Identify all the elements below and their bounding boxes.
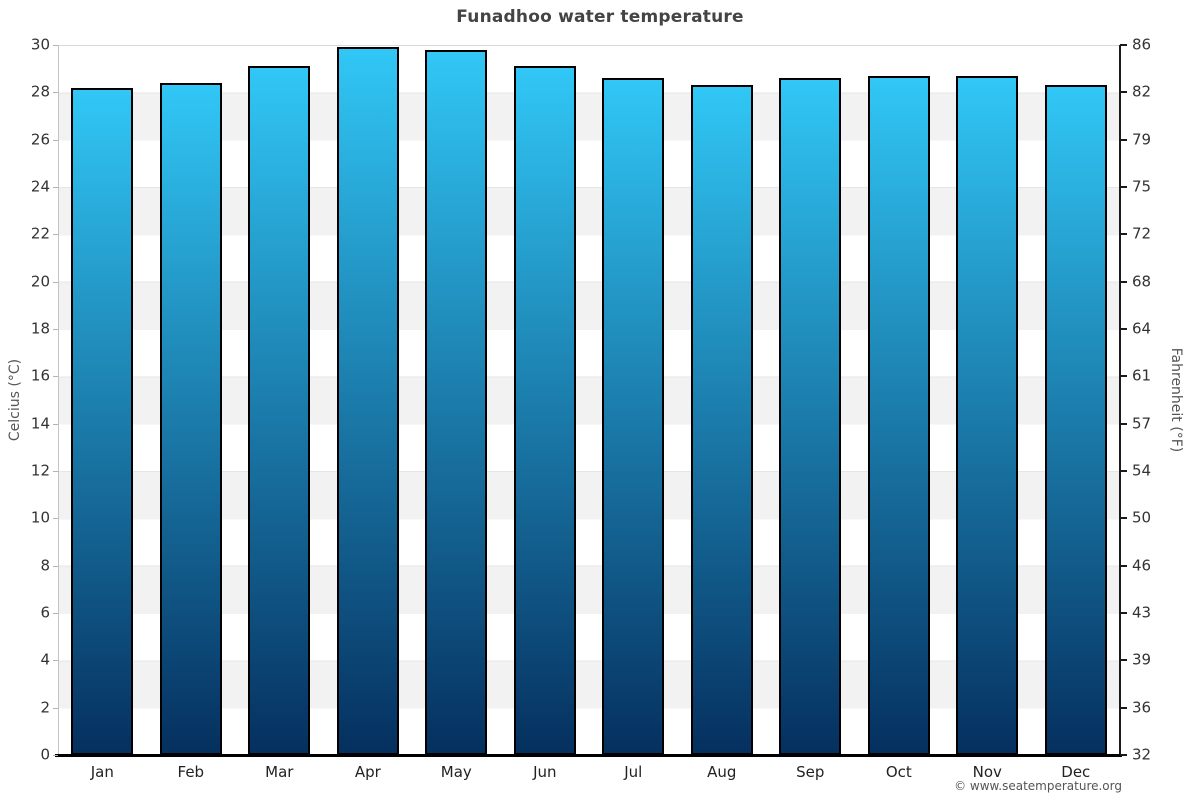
month-label-oct: Oct xyxy=(885,763,912,781)
fahrenheit-tickmark xyxy=(1120,91,1127,94)
month-label-nov: Nov xyxy=(972,763,1002,781)
y-axis-right-line xyxy=(1119,45,1121,757)
fahrenheit-tick-36: 36 xyxy=(1132,698,1152,717)
celsius-tickmark xyxy=(53,471,58,472)
copyright-watermark: © www.seatemperature.org xyxy=(954,779,1122,793)
bar-apr[interactable] xyxy=(336,47,399,755)
month-label-jul: Jul xyxy=(624,763,643,781)
fahrenheit-tickmark xyxy=(1120,754,1127,756)
bar-jul[interactable] xyxy=(602,78,665,755)
fahrenheit-tickmark xyxy=(1120,659,1127,662)
celsius-tick-0: 0 xyxy=(40,745,50,764)
month-label-jun: Jun xyxy=(533,763,557,781)
fahrenheit-tick-82: 82 xyxy=(1132,82,1152,101)
fahrenheit-tick-86: 86 xyxy=(1132,35,1152,54)
fahrenheit-tickmark xyxy=(1120,706,1127,709)
celsius-tickmark xyxy=(53,92,58,94)
celsius-tickmark xyxy=(53,281,58,283)
fahrenheit-tick-43: 43 xyxy=(1132,603,1152,622)
fahrenheit-tick-79: 79 xyxy=(1132,130,1152,149)
fahrenheit-tick-75: 75 xyxy=(1132,177,1152,196)
celsius-tickmark xyxy=(53,755,58,756)
fahrenheit-tickmark xyxy=(1120,375,1127,378)
month-label-may: May xyxy=(440,763,472,781)
fahrenheit-tick-61: 61 xyxy=(1132,366,1152,385)
fahrenheit-tickmark xyxy=(1120,186,1127,188)
celsius-tickmark xyxy=(53,613,58,614)
bar-may[interactable] xyxy=(425,49,488,755)
bar-nov[interactable] xyxy=(956,75,1019,755)
month-label-jan: Jan xyxy=(90,763,114,781)
celsius-tick-12: 12 xyxy=(30,461,50,480)
x-axis-baseline xyxy=(55,754,1122,757)
bar-feb[interactable] xyxy=(159,82,222,755)
celsius-tick-30: 30 xyxy=(30,35,50,54)
celsius-tick-10: 10 xyxy=(30,508,50,527)
fahrenheit-tickmark xyxy=(1120,517,1127,520)
bar-mar[interactable] xyxy=(248,66,311,755)
bar-oct[interactable] xyxy=(867,75,930,755)
fahrenheit-tick-54: 54 xyxy=(1132,461,1152,480)
celsius-tickmark xyxy=(53,45,58,46)
celsius-tick-2: 2 xyxy=(40,698,50,717)
bar-dec[interactable] xyxy=(1044,85,1107,755)
celsius-tick-6: 6 xyxy=(40,603,50,622)
month-label-dec: Dec xyxy=(1061,763,1091,781)
celsius-tickmark xyxy=(53,376,58,378)
celsius-tick-28: 28 xyxy=(30,82,50,101)
fahrenheit-tickmark xyxy=(1120,138,1127,141)
celsius-tick-16: 16 xyxy=(30,366,50,385)
bar-sep[interactable] xyxy=(779,78,842,755)
celsius-tickmark xyxy=(53,518,58,520)
fahrenheit-tickmark xyxy=(1120,612,1127,614)
celsius-tickmark xyxy=(53,187,58,188)
bar-aug[interactable] xyxy=(690,85,753,755)
celsius-tick-18: 18 xyxy=(30,319,50,338)
month-label-apr: Apr xyxy=(354,763,381,781)
celsius-tickmark xyxy=(53,234,58,236)
celsius-tickmark xyxy=(53,707,58,709)
month-label-feb: Feb xyxy=(177,763,205,781)
celsius-tick-20: 20 xyxy=(30,272,50,291)
celsius-tickmark xyxy=(53,139,58,141)
month-label-mar: Mar xyxy=(265,763,294,781)
fahrenheit-tickmark xyxy=(1120,470,1127,472)
fahrenheit-tickmark xyxy=(1120,280,1127,283)
celsius-tickmark xyxy=(53,565,58,567)
celsius-tickmark xyxy=(53,423,58,425)
y-axis-left-line xyxy=(58,45,59,755)
month-label-aug: Aug xyxy=(707,763,737,781)
celsius-tickmark xyxy=(53,329,58,330)
plot-top-border xyxy=(58,45,1120,46)
fahrenheit-tick-50: 50 xyxy=(1132,508,1152,527)
celsius-tick-4: 4 xyxy=(40,650,50,669)
bar-jun[interactable] xyxy=(513,66,576,755)
celsius-tick-26: 26 xyxy=(30,130,50,149)
fahrenheit-tick-72: 72 xyxy=(1132,224,1152,243)
fahrenheit-tickmark xyxy=(1120,422,1127,425)
fahrenheit-tickmark xyxy=(1120,328,1127,330)
y-axis-title-fahrenheit: Fahrenheit (°F) xyxy=(1168,347,1184,453)
chart-title: Funadhoo water temperature xyxy=(456,7,744,27)
fahrenheit-tickmark xyxy=(1120,564,1127,567)
fahrenheit-tick-39: 39 xyxy=(1132,650,1152,669)
celsius-tickmark xyxy=(53,660,58,662)
celsius-tick-22: 22 xyxy=(30,224,50,243)
fahrenheit-tick-57: 57 xyxy=(1132,414,1152,433)
celsius-tick-24: 24 xyxy=(30,177,50,196)
celsius-tick-8: 8 xyxy=(40,556,50,575)
fahrenheit-tick-68: 68 xyxy=(1132,272,1152,291)
fahrenheit-tick-64: 64 xyxy=(1132,319,1152,338)
fahrenheit-tick-32: 32 xyxy=(1132,745,1152,764)
fahrenheit-tickmark xyxy=(1120,44,1127,46)
bar-jan[interactable] xyxy=(71,87,134,755)
plot-area xyxy=(58,45,1120,755)
fahrenheit-tickmark xyxy=(1120,233,1127,236)
celsius-tick-14: 14 xyxy=(30,414,50,433)
month-label-sep: Sep xyxy=(796,763,825,781)
fahrenheit-tick-46: 46 xyxy=(1132,556,1152,575)
